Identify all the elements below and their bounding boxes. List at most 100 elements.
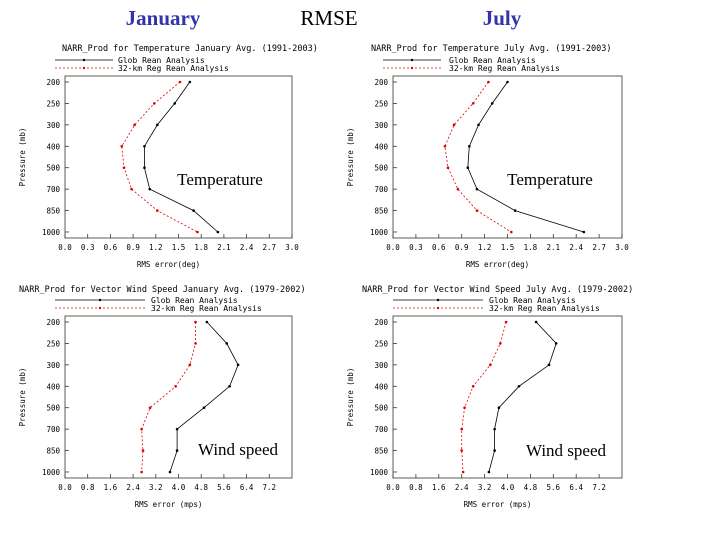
- series-line-0: [467, 81, 584, 233]
- data-point: [460, 449, 464, 452]
- y-axis-label: Pressure (mb): [346, 128, 355, 187]
- chart-1: NARR_Prod for Temperature July Avg. (199…: [0, 0, 629, 269]
- y-tick-label: 250: [46, 339, 60, 348]
- data-point: [168, 470, 172, 474]
- chart-annotation: Wind speed: [198, 440, 279, 459]
- x-tick-label: 0.9: [455, 243, 469, 252]
- data-point: [547, 363, 551, 367]
- data-point: [471, 384, 475, 388]
- data-point: [175, 427, 179, 431]
- x-tick-label: 1.2: [149, 243, 163, 252]
- y-tick-label: 200: [374, 78, 388, 87]
- x-tick-label: 6.4: [240, 483, 254, 492]
- x-axis-label: RMS error(deg): [137, 260, 200, 269]
- data-point: [173, 102, 177, 105]
- legend-marker: [82, 66, 86, 70]
- x-tick-label: 1.8: [194, 243, 208, 252]
- y-tick-label: 700: [46, 185, 60, 194]
- x-axis-label: RMS error (mps): [464, 500, 532, 509]
- series-line-1: [121, 81, 198, 233]
- x-tick-label: 0.0: [58, 243, 72, 252]
- data-point: [156, 123, 159, 127]
- y-tick-label: 1000: [42, 228, 61, 237]
- y-tick-label: 200: [374, 318, 388, 327]
- y-tick-label: 850: [374, 207, 388, 216]
- data-point: [506, 80, 509, 84]
- heading-rmse: RMSE: [300, 6, 357, 30]
- y-tick-label: 1000: [42, 468, 61, 477]
- y-tick-label: 1000: [370, 228, 389, 237]
- data-point: [225, 342, 229, 345]
- y-tick-label: 200: [46, 78, 60, 87]
- x-tick-label: 5.6: [217, 483, 231, 492]
- data-point: [466, 166, 470, 170]
- y-tick-label: 500: [46, 164, 60, 173]
- data-point: [534, 320, 538, 324]
- y-tick-label: 500: [374, 404, 388, 413]
- x-tick-label: 2.4: [569, 243, 583, 252]
- data-point: [468, 144, 471, 148]
- data-point: [141, 449, 145, 452]
- data-point: [554, 342, 558, 345]
- legend-marker: [82, 58, 86, 62]
- x-tick-label: 0.8: [81, 483, 95, 492]
- x-axis-label: RMS error (mps): [135, 500, 203, 509]
- x-tick-label: 0.8: [409, 483, 423, 492]
- series-line-0: [488, 321, 557, 473]
- data-point: [194, 320, 197, 324]
- plot-frame: [64, 75, 293, 239]
- data-point: [504, 320, 508, 324]
- x-tick-label: 3.2: [478, 483, 492, 492]
- data-point: [443, 144, 447, 148]
- y-tick-label: 700: [46, 425, 60, 434]
- plot-frame: [392, 75, 623, 239]
- y-axis-label: Pressure (mb): [18, 128, 27, 187]
- y-tick-label: 250: [46, 99, 60, 108]
- legend-marker: [410, 66, 414, 70]
- y-tick-label: 300: [46, 361, 60, 370]
- x-tick-label: 6.4: [569, 483, 583, 492]
- legend-marker: [98, 306, 102, 310]
- data-point: [216, 230, 220, 234]
- data-point: [148, 187, 152, 191]
- y-tick-label: 700: [374, 425, 388, 434]
- x-tick-label: 3.2: [149, 483, 163, 492]
- data-point: [228, 384, 231, 388]
- x-tick-label: 1.5: [172, 243, 186, 252]
- x-tick-label: 4.0: [501, 483, 515, 492]
- chart-annotation: Temperature: [507, 170, 593, 189]
- x-tick-label: 0.3: [409, 243, 423, 252]
- y-tick-label: 850: [374, 447, 388, 456]
- legend-label: Glob Rean Analysis: [151, 296, 238, 305]
- x-tick-label: 1.6: [104, 483, 118, 492]
- series-line-1: [461, 321, 507, 473]
- data-point: [446, 166, 450, 170]
- x-tick-label: 1.5: [501, 243, 515, 252]
- x-tick-label: 0.6: [432, 243, 446, 252]
- data-point: [460, 427, 464, 431]
- data-point: [477, 123, 480, 127]
- data-point: [140, 470, 143, 474]
- data-point: [148, 406, 152, 410]
- data-point: [143, 166, 146, 170]
- chart-0: NARR_Prod for Temperature January Avg. (…: [18, 44, 318, 269]
- data-point: [130, 187, 133, 191]
- y-tick-label: 400: [46, 382, 60, 391]
- y-axis-label: Pressure (mb): [346, 368, 355, 427]
- y-tick-label: 700: [374, 185, 388, 194]
- x-tick-label: 0.0: [386, 483, 400, 492]
- x-tick-label: 1.6: [432, 483, 446, 492]
- chart-annotation: Temperature: [177, 170, 263, 189]
- legend-label: Glob Rean Analysis: [118, 56, 205, 65]
- x-tick-label: 0.9: [126, 243, 140, 252]
- x-tick-label: 2.1: [217, 243, 231, 252]
- legend-label: 32-km Reg Rean Analysis: [449, 64, 560, 73]
- x-tick-label: 0.0: [386, 243, 400, 252]
- y-tick-label: 500: [46, 404, 60, 413]
- x-tick-label: 2.7: [592, 243, 606, 252]
- x-tick-label: 7.2: [263, 483, 277, 492]
- heading-january: January: [126, 6, 201, 30]
- series-line-0: [143, 81, 219, 233]
- y-tick-label: 1000: [370, 468, 389, 477]
